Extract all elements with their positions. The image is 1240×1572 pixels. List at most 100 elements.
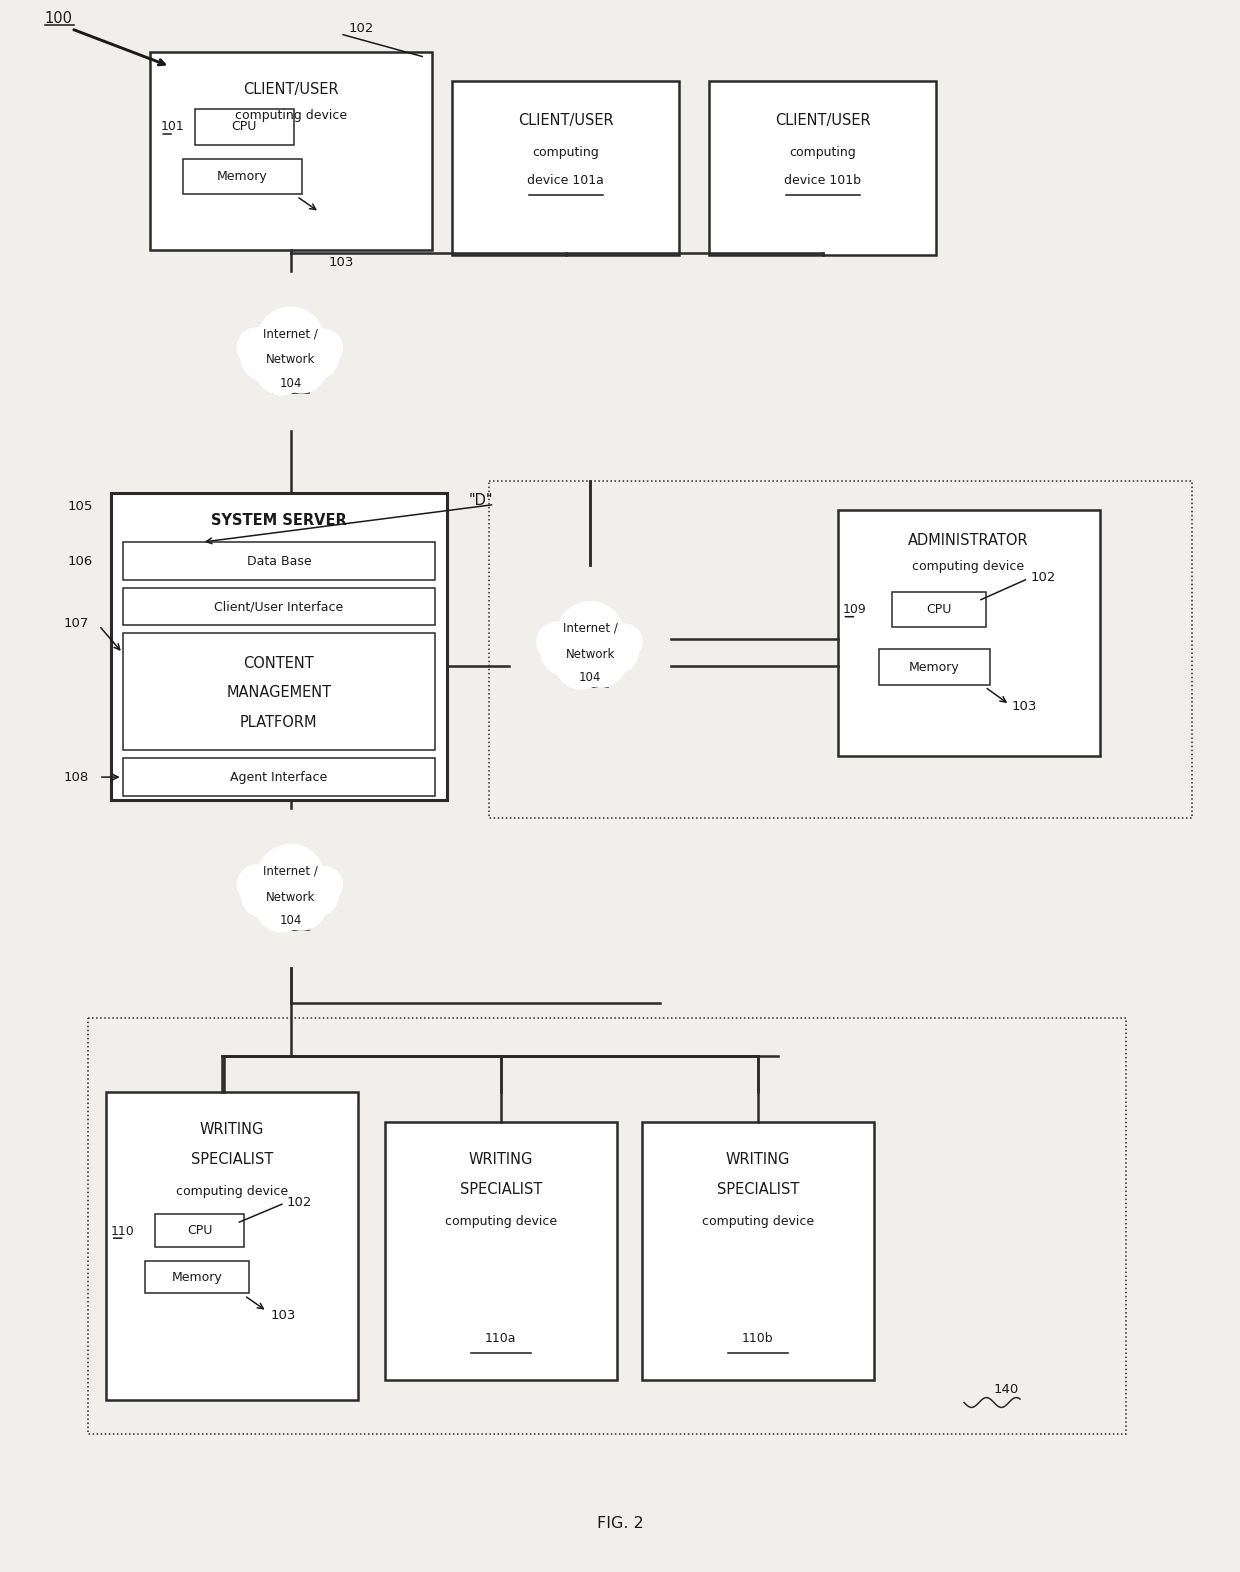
Text: 100: 100 [45,11,72,27]
Text: Memory: Memory [217,170,268,182]
Text: WRITING: WRITING [725,1152,790,1166]
Text: 103: 103 [329,256,353,269]
Text: 102: 102 [286,1196,312,1209]
Text: 106: 106 [68,555,93,567]
Text: computing device: computing device [176,1185,288,1198]
Circle shape [255,879,309,932]
Text: WRITING: WRITING [469,1152,533,1166]
Text: CONTENT: CONTENT [243,656,314,671]
Text: CLIENT/USER: CLIENT/USER [243,82,339,97]
Text: SPECIALIST: SPECIALIST [717,1182,799,1196]
FancyBboxPatch shape [384,1122,618,1380]
Text: device 101a: device 101a [527,174,604,187]
FancyBboxPatch shape [709,82,936,255]
FancyBboxPatch shape [105,1093,358,1399]
Text: CLIENT/USER: CLIENT/USER [775,113,870,129]
Circle shape [255,341,309,395]
Circle shape [293,333,339,379]
Circle shape [537,623,577,662]
FancyBboxPatch shape [879,649,990,685]
Circle shape [577,637,626,687]
Circle shape [277,880,326,931]
FancyBboxPatch shape [451,82,680,255]
Circle shape [259,325,322,388]
Circle shape [606,624,642,660]
Text: Network: Network [565,648,615,660]
Circle shape [559,619,621,682]
FancyBboxPatch shape [123,634,435,750]
Text: Network: Network [267,354,315,366]
Text: 104: 104 [279,377,301,390]
Text: Memory: Memory [172,1270,223,1284]
Text: 104: 104 [579,671,601,684]
FancyBboxPatch shape [184,159,301,195]
Text: computing: computing [790,146,856,159]
Text: 110: 110 [110,1225,134,1237]
Text: Internet /: Internet / [563,623,618,635]
Text: 140: 140 [993,1383,1019,1396]
FancyBboxPatch shape [837,511,1100,756]
Text: SPECIALIST: SPECIALIST [191,1152,273,1166]
FancyBboxPatch shape [642,1122,874,1380]
Text: Data Base: Data Base [247,555,311,567]
Text: 102: 102 [348,22,373,35]
Text: 110a: 110a [485,1331,517,1344]
Text: SPECIALIST: SPECIALIST [460,1182,542,1196]
Circle shape [237,329,277,366]
Text: SYSTEM SERVER: SYSTEM SERVER [211,512,347,528]
Text: Client/User Interface: Client/User Interface [215,601,343,613]
Text: 102: 102 [1030,571,1055,585]
Text: 104: 104 [279,915,301,927]
Text: 107: 107 [63,616,89,630]
Circle shape [541,626,590,676]
FancyBboxPatch shape [123,758,435,795]
FancyBboxPatch shape [155,1214,244,1247]
FancyBboxPatch shape [892,591,986,627]
Text: Memory: Memory [909,660,960,673]
Text: Agent Interface: Agent Interface [231,770,327,783]
Text: 110b: 110b [742,1331,774,1344]
FancyBboxPatch shape [123,542,435,580]
FancyBboxPatch shape [123,588,435,626]
Circle shape [554,635,608,689]
Text: device 101b: device 101b [784,174,862,187]
Text: computing device: computing device [236,110,347,123]
Text: computing device: computing device [702,1215,813,1228]
FancyBboxPatch shape [195,108,294,145]
Circle shape [241,332,290,382]
Circle shape [557,602,624,670]
Text: 103: 103 [272,1309,296,1322]
Text: FIG. 2: FIG. 2 [596,1515,644,1531]
Text: Internet /: Internet / [263,327,319,341]
Text: 103: 103 [1012,700,1037,714]
Text: ADMINISTRATOR: ADMINISTRATOR [908,533,1029,547]
Circle shape [257,844,325,912]
Circle shape [593,627,639,674]
FancyBboxPatch shape [110,492,446,800]
Text: MANAGEMENT: MANAGEMENT [227,685,331,701]
Text: computing device: computing device [913,561,1024,574]
Text: "D": "D" [469,494,494,508]
Text: computing device: computing device [445,1215,557,1228]
Text: CPU: CPU [187,1225,212,1237]
FancyBboxPatch shape [145,1261,249,1294]
Text: 108: 108 [63,770,89,783]
Text: PLATFORM: PLATFORM [241,715,317,729]
Text: computing: computing [532,146,599,159]
Text: Internet /: Internet / [263,865,319,877]
Text: CPU: CPU [926,604,951,616]
Circle shape [277,343,326,393]
Circle shape [293,871,339,916]
Text: Network: Network [267,890,315,904]
Circle shape [306,330,342,365]
Text: 109: 109 [842,604,867,616]
Circle shape [257,307,325,376]
FancyBboxPatch shape [150,52,432,250]
Circle shape [306,866,342,902]
Text: CPU: CPU [232,121,257,134]
Text: WRITING: WRITING [200,1122,264,1138]
Circle shape [237,865,277,904]
Circle shape [241,869,290,918]
Text: 101: 101 [160,121,184,134]
Circle shape [259,863,322,924]
